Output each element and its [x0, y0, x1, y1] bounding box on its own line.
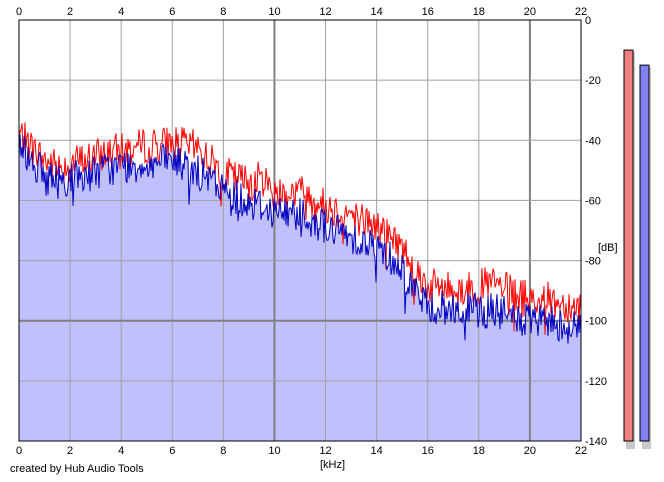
x-tick-label-top: 4 [118, 6, 124, 18]
x-tick-label-bottom: 4 [118, 445, 124, 457]
y-tick-label: 0 [585, 15, 591, 27]
x-tick-label-top: 20 [524, 6, 536, 18]
x-tick-label-bottom: 12 [319, 445, 331, 457]
x-tick-label-top: 0 [16, 6, 22, 18]
spectrum-area [19, 134, 581, 441]
x-tick-label-top: 2 [67, 6, 73, 18]
meter-right [639, 64, 650, 442]
x-tick-label-bottom: 22 [575, 445, 587, 457]
x-tick-label-top: 22 [575, 6, 587, 18]
right-channel-line [18, 134, 582, 344]
x-tick-label-bottom: 0 [16, 445, 22, 457]
x-tick-label-top: 8 [220, 6, 226, 18]
plot-frame [18, 19, 582, 442]
x-tick-label-bottom: 6 [169, 445, 175, 457]
y-tick-label: -80 [585, 256, 601, 268]
y-tick-label: -20 [585, 75, 601, 87]
x-tick-label-top: 18 [473, 6, 485, 18]
x-tick-label-bottom: 18 [473, 445, 485, 457]
level-meters [623, 49, 651, 449]
spectrum-fill [19, 134, 581, 441]
axis-ticks: 002244668810101212141416161818202022220-… [16, 6, 607, 457]
y-axis-label: [dB] [598, 242, 618, 254]
x-tick-label-bottom: 10 [268, 445, 280, 457]
y-tick-label: -60 [585, 195, 601, 207]
spectrum-lines [18, 19, 582, 442]
x-tick-label-bottom: 14 [371, 445, 383, 457]
credit-text: created by Hub Audio Tools [10, 463, 144, 475]
x-axis-label: [kHz] [320, 459, 345, 471]
left-channel-line [18, 122, 582, 335]
x-tick-label-bottom: 16 [422, 445, 434, 457]
y-tick-label: -140 [585, 436, 607, 448]
y-tick-label: -100 [585, 316, 607, 328]
x-tick-label-bottom: 20 [524, 445, 536, 457]
y-tick-label: -120 [585, 376, 607, 388]
x-tick-label-top: 16 [422, 6, 434, 18]
x-tick-label-top: 10 [268, 6, 280, 18]
meter-left [623, 49, 634, 442]
x-tick-label-bottom: 8 [220, 445, 226, 457]
x-tick-label-top: 12 [319, 6, 331, 18]
x-tick-label-top: 6 [169, 6, 175, 18]
x-tick-label-top: 14 [371, 6, 383, 18]
y-tick-label: -40 [585, 135, 601, 147]
x-tick-label-bottom: 2 [67, 445, 73, 457]
